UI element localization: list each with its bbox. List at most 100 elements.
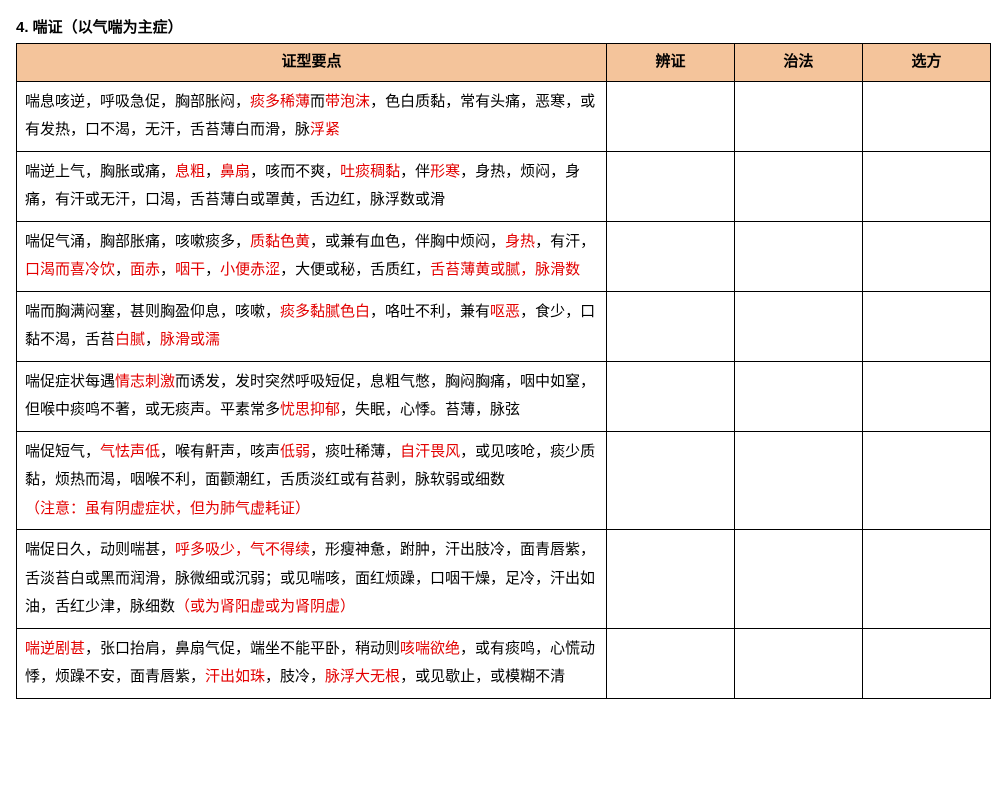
text-segment: ， (205, 261, 220, 278)
section-title: 4. 喘证（以气喘为主症） (16, 16, 1005, 37)
text-segment: 喘促气涌，胸部胀痛，咳嗽痰多， (25, 233, 250, 250)
col-header-zf: 治法 (735, 44, 863, 82)
text-segment: 而 (310, 93, 325, 110)
text-segment: 喘促日久，动则喘甚， (25, 541, 175, 558)
cell-zf (735, 291, 863, 361)
col-header-desc: 证型要点 (17, 44, 607, 82)
text-segment: 鼻扇 (220, 163, 250, 180)
cell-bz (607, 151, 735, 221)
cell-zf (735, 151, 863, 221)
text-segment: 形寒 (430, 163, 460, 180)
table-row: 喘促日久，动则喘甚，呼多吸少，气不得续，形瘦神惫，跗肿，汗出肢冷，面青唇紫，舌淡… (17, 530, 991, 629)
text-segment: ，或兼有血色，伴胸中烦闷， (310, 233, 505, 250)
text-segment: 质黏色黄 (250, 233, 310, 250)
text-segment: 小便赤涩 (220, 261, 280, 278)
text-segment: 脉浮大无根 (325, 668, 400, 685)
text-segment: （注意：虽有阴虚症状，但为肺气虚耗证） (25, 500, 310, 517)
cell-xf (863, 291, 991, 361)
text-segment: 自汗畏风 (400, 443, 460, 460)
cell-zf (735, 431, 863, 530)
text-segment: ，或见歇止，或模糊不清 (400, 668, 565, 685)
text-segment: 喘逆剧甚 (25, 640, 85, 657)
syndrome-table: 证型要点 辨证 治法 选方 喘息咳逆，呼吸急促，胸部胀闷，痰多稀薄而带泡沫，色白… (16, 43, 991, 699)
text-segment: ，喉有鼾声，咳声 (160, 443, 280, 460)
text-segment: 喘促症状每遇 (25, 373, 115, 390)
text-segment: 呼多吸少，气不得续 (175, 541, 310, 558)
cell-desc: 喘逆剧甚，张口抬肩，鼻扇气促，端坐不能平卧，稍动则咳喘欲绝，或有痰鸣，心慌动悸，… (17, 628, 607, 698)
table-row: 喘而胸满闷塞，甚则胸盈仰息，咳嗽，痰多黏腻色白，咯吐不利，兼有呕恶，食少，口黏不… (17, 291, 991, 361)
table-row: 喘促短气，气怯声低，喉有鼾声，咳声低弱，痰吐稀薄，自汗畏风，或见咳呛，痰少质黏，… (17, 431, 991, 530)
text-segment: 低弱 (280, 443, 310, 460)
text-segment: 情志刺激 (115, 373, 175, 390)
cell-xf (863, 361, 991, 431)
text-segment: ，大便或秘，舌质红， (280, 261, 430, 278)
text-segment: ，张口抬肩，鼻扇气促，端坐不能平卧，稍动则 (85, 640, 400, 657)
cell-zf (735, 628, 863, 698)
col-header-xf: 选方 (863, 44, 991, 82)
cell-desc: 喘促日久，动则喘甚，呼多吸少，气不得续，形瘦神惫，跗肿，汗出肢冷，面青唇紫，舌淡… (17, 530, 607, 629)
text-segment: 舌苔薄黄或腻，脉滑数 (430, 261, 580, 278)
cell-bz (607, 291, 735, 361)
cell-zf (735, 530, 863, 629)
text-segment: ， (145, 331, 160, 348)
text-segment: 吐痰稠黏 (340, 163, 400, 180)
text-segment: ，伴 (400, 163, 430, 180)
text-segment: 喘促短气， (25, 443, 100, 460)
cell-desc: 喘促症状每遇情志刺激而诱发，发时突然呼吸短促，息粗气憋，胸闷胸痛，咽中如窒，但喉… (17, 361, 607, 431)
cell-xf (863, 628, 991, 698)
text-segment: 喘逆上气，胸胀或痛， (25, 163, 175, 180)
cell-desc: 喘而胸满闷塞，甚则胸盈仰息，咳嗽，痰多黏腻色白，咯吐不利，兼有呕恶，食少，口黏不… (17, 291, 607, 361)
cell-zf (735, 81, 863, 151)
col-header-bz: 辨证 (607, 44, 735, 82)
cell-xf (863, 151, 991, 221)
cell-xf (863, 81, 991, 151)
text-segment: 脉滑或濡 (160, 331, 220, 348)
cell-desc: 喘逆上气，胸胀或痛，息粗，鼻扇，咳而不爽，吐痰稠黏，伴形寒，身热，烦闷，身痛，有… (17, 151, 607, 221)
text-segment: 喘息咳逆，呼吸急促，胸部胀闷， (25, 93, 250, 110)
text-segment: 喘而胸满闷塞，甚则胸盈仰息，咳嗽， (25, 303, 280, 320)
text-segment: ， (160, 261, 175, 278)
table-row: 喘促症状每遇情志刺激而诱发，发时突然呼吸短促，息粗气憋，胸闷胸痛，咽中如窒，但喉… (17, 361, 991, 431)
text-segment: 痰多黏腻色白 (280, 303, 370, 320)
text-segment: ， (115, 261, 130, 278)
cell-bz (607, 530, 735, 629)
text-segment: 身热 (505, 233, 535, 250)
text-segment: 浮紧 (310, 121, 340, 138)
text-segment: 口渴而喜冷饮 (25, 261, 115, 278)
table-row: 喘促气涌，胸部胀痛，咳嗽痰多，质黏色黄，或兼有血色，伴胸中烦闷，身热，有汗， 口渴… (17, 221, 991, 291)
text-segment: 忧思抑郁 (280, 401, 340, 418)
cell-zf (735, 221, 863, 291)
text-segment: ，肢冷， (265, 668, 325, 685)
text-segment: 面赤 (130, 261, 160, 278)
text-segment: （或为肾阳虚或为肾阴虚） (175, 598, 355, 615)
text-segment: ，失眠，心悸。苔薄，脉弦 (340, 401, 520, 418)
text-segment: ，咳而不爽， (250, 163, 340, 180)
text-segment: ，痰吐稀薄， (310, 443, 400, 460)
text-segment: 气怯声低 (100, 443, 160, 460)
cell-zf (735, 361, 863, 431)
text-segment: 咳喘欲绝 (400, 640, 460, 657)
cell-bz (607, 628, 735, 698)
cell-bz (607, 431, 735, 530)
cell-desc: 喘促气涌，胸部胀痛，咳嗽痰多，质黏色黄，或兼有血色，伴胸中烦闷，身热，有汗， 口渴… (17, 221, 607, 291)
cell-bz (607, 221, 735, 291)
text-segment: 咽干 (175, 261, 205, 278)
text-segment: 带泡沫 (325, 93, 370, 110)
table-row: 喘逆上气，胸胀或痛，息粗，鼻扇，咳而不爽，吐痰稠黏，伴形寒，身热，烦闷，身痛，有… (17, 151, 991, 221)
text-segment: ，有汗， (535, 233, 595, 250)
text-segment: 息粗 (175, 163, 205, 180)
cell-xf (863, 221, 991, 291)
cell-bz (607, 361, 735, 431)
cell-desc: 喘息咳逆，呼吸急促，胸部胀闷，痰多稀薄而带泡沫，色白质黏，常有头痛，恶寒，或有发… (17, 81, 607, 151)
table-row: 喘息咳逆，呼吸急促，胸部胀闷，痰多稀薄而带泡沫，色白质黏，常有头痛，恶寒，或有发… (17, 81, 991, 151)
cell-desc: 喘促短气，气怯声低，喉有鼾声，咳声低弱，痰吐稀薄，自汗畏风，或见咳呛，痰少质黏，… (17, 431, 607, 530)
text-segment: 白腻 (115, 331, 145, 348)
text-segment: 呕恶 (490, 303, 520, 320)
cell-xf (863, 530, 991, 629)
cell-bz (607, 81, 735, 151)
text-segment: 痰多稀薄 (250, 93, 310, 110)
cell-xf (863, 431, 991, 530)
text-segment: ， (205, 163, 220, 180)
text-segment: ，咯吐不利，兼有 (370, 303, 490, 320)
table-row: 喘逆剧甚，张口抬肩，鼻扇气促，端坐不能平卧，稍动则咳喘欲绝，或有痰鸣，心慌动悸，… (17, 628, 991, 698)
